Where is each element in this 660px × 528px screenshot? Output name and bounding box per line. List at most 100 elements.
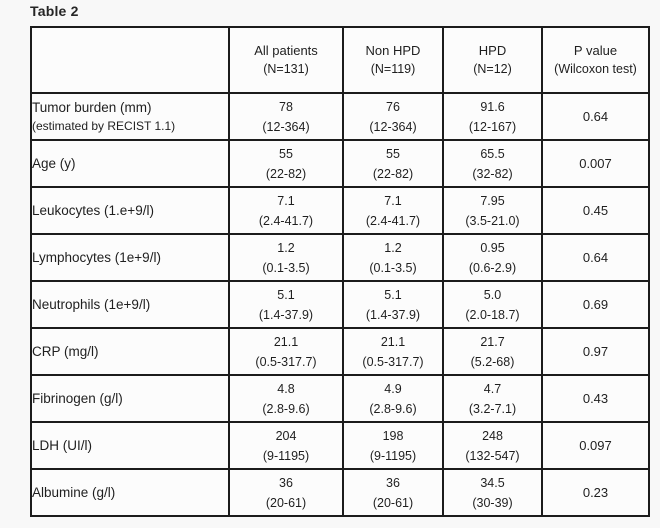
value-cell-all-patients: 204 (9-1195) — [228, 421, 344, 470]
row-label-cell: Albumine (g/l) — [30, 468, 230, 517]
value-cell-all-patients: 4.8 (2.8-9.6) — [228, 374, 344, 423]
row-label-cell: Lymphocytes (1e+9/l) — [30, 233, 230, 282]
p-value-cell: 0.64 — [541, 233, 650, 282]
range-value: (2.8-9.6) — [369, 401, 417, 416]
value-cell-non-hpd: 1.2 (0.1-3.5) — [342, 233, 444, 282]
range-value: (12-167) — [468, 119, 517, 134]
p-value-cell: 0.23 — [541, 468, 650, 517]
range-value: (1.4-37.9) — [365, 307, 421, 322]
table-row-fibrinogen: Fibrinogen (g/l) 4.8 (2.8-9.6) 4.9 (2.8-… — [30, 374, 650, 423]
value-cell-all-patients: 21.1 (0.5-317.7) — [228, 327, 344, 376]
value-cell-non-hpd: 5.1 (1.4-37.9) — [342, 280, 444, 329]
range-value: (20-61) — [265, 495, 307, 510]
median-value: 7.95 — [480, 193, 505, 208]
range-value: (20-61) — [372, 495, 414, 510]
value-cell-hpd: 21.7 (5.2-68) — [442, 327, 543, 376]
row-label: Neutrophils (1e+9/l) — [32, 296, 151, 312]
range-value: (0.6-2.9) — [468, 260, 517, 275]
range-value: (2.4-41.7) — [365, 213, 421, 228]
value-cell-non-hpd: 55 (22-82) — [342, 139, 444, 188]
p-value-cell: 0.69 — [541, 280, 650, 329]
range-value: (12-364) — [369, 119, 417, 134]
range-value: (32-82) — [472, 166, 513, 181]
value-cell-hpd: 65.5 (32-82) — [442, 139, 543, 188]
column-label: All patients — [254, 43, 318, 58]
range-value: (1.4-37.9) — [258, 307, 314, 322]
column-label: HPD — [478, 43, 507, 58]
p-value-cell: 0.097 — [541, 421, 650, 470]
row-label-cell: CRP (mg/l) — [30, 327, 230, 376]
median-value: 76 — [386, 99, 400, 114]
median-value: 4.7 — [483, 381, 502, 396]
row-label: Age (y) — [32, 155, 76, 171]
range-value: (2.4-41.7) — [258, 213, 314, 228]
median-value: 21.1 — [273, 334, 299, 349]
range-value: (0.1-3.5) — [262, 260, 310, 275]
median-value: 34.5 — [480, 475, 505, 490]
table-row-ldh: LDH (UI/l) 204 (9-1195) 198 (9-1195) 248… — [30, 421, 650, 470]
range-value: (2.0-18.7) — [465, 307, 520, 322]
median-value: 5.0 — [483, 287, 502, 302]
value-cell-non-hpd: 36 (20-61) — [342, 468, 444, 517]
median-value: 36 — [279, 475, 293, 490]
table-row-tumor-burden: Tumor burden (mm) (estimated by RECIST 1… — [30, 92, 650, 141]
column-label: Non HPD — [365, 43, 421, 58]
row-label: CRP (mg/l) — [32, 343, 99, 359]
value-cell-non-hpd: 198 (9-1195) — [342, 421, 444, 470]
column-header-non-hpd: Non HPD (N=119) — [342, 26, 444, 94]
row-label: Albumine (g/l) — [32, 484, 116, 500]
row-label-cell: Age (y) — [30, 139, 230, 188]
row-label-cell: Tumor burden (mm) (estimated by RECIST 1… — [30, 92, 230, 141]
statistics-table: All patients (N=131) Non HPD (N=119) HPD… — [30, 26, 650, 517]
column-header-hpd: HPD (N=12) — [442, 26, 543, 94]
median-value: 65.5 — [480, 146, 505, 161]
range-value: (5.2-68) — [470, 354, 515, 369]
median-value: 78 — [279, 99, 293, 114]
p-value-cell: 0.43 — [541, 374, 650, 423]
range-value: (9-1195) — [262, 448, 310, 463]
range-value: (0.1-3.5) — [369, 260, 417, 275]
median-value: 7.1 — [277, 193, 295, 208]
median-value: 7.1 — [384, 193, 402, 208]
range-value: (0.5-317.7) — [255, 354, 317, 369]
corner-empty-cell — [30, 26, 230, 94]
p-value-cell: 0.64 — [541, 92, 650, 141]
p-value-cell: 0.45 — [541, 186, 650, 235]
table-row-neutrophils: Neutrophils (1e+9/l) 5.1 (1.4-37.9) 5.1 … — [30, 280, 650, 329]
column-n: (N=12) — [473, 62, 512, 76]
range-value: (12-364) — [262, 119, 310, 134]
value-cell-hpd: 4.7 (3.2-7.1) — [442, 374, 543, 423]
p-value-cell: 0.007 — [541, 139, 650, 188]
range-value: (22-82) — [265, 166, 307, 181]
median-value: 21.1 — [380, 334, 406, 349]
row-label: Fibrinogen (g/l) — [32, 390, 123, 406]
column-header-all-patients: All patients (N=131) — [228, 26, 344, 94]
table-row-leukocytes: Leukocytes (1.e+9/l) 7.1 (2.4-41.7) 7.1 … — [30, 186, 650, 235]
row-label: Lymphocytes (1e+9/l) — [32, 249, 161, 265]
median-value: 91.6 — [480, 99, 505, 114]
range-value: (0.5-317.7) — [362, 354, 424, 369]
value-cell-hpd: 7.95 (3.5-21.0) — [442, 186, 543, 235]
value-cell-all-patients: 1.2 (0.1-3.5) — [228, 233, 344, 282]
table-row-age: Age (y) 55 (22-82) 55 (22-82) 65.5 (32-8… — [30, 139, 650, 188]
median-value: 198 — [382, 428, 404, 443]
row-sublabel: (estimated by RECIST 1.1) — [32, 118, 176, 133]
row-label: Leukocytes (1.e+9/l) — [32, 202, 154, 218]
row-label-cell: LDH (UI/l) — [30, 421, 230, 470]
median-value: 1.2 — [277, 240, 295, 255]
row-label-cell: Neutrophils (1e+9/l) — [30, 280, 230, 329]
median-value: 4.9 — [384, 381, 402, 396]
median-value: 204 — [275, 428, 297, 443]
value-cell-non-hpd: 4.9 (2.8-9.6) — [342, 374, 444, 423]
row-label-cell: Fibrinogen (g/l) — [30, 374, 230, 423]
header-row: All patients (N=131) Non HPD (N=119) HPD… — [30, 26, 650, 94]
column-n: (N=119) — [370, 62, 416, 76]
row-label-cell: Leukocytes (1.e+9/l) — [30, 186, 230, 235]
median-value: 248 — [482, 428, 503, 443]
p-value-cell: 0.97 — [541, 327, 650, 376]
value-cell-all-patients: 55 (22-82) — [228, 139, 344, 188]
value-cell-non-hpd: 76 (12-364) — [342, 92, 444, 141]
table-row-crp: CRP (mg/l) 21.1 (0.5-317.7) 21.1 (0.5-31… — [30, 327, 650, 376]
table-row-albumine: Albumine (g/l) 36 (20-61) 36 (20-61) 34.… — [30, 468, 650, 517]
value-cell-all-patients: 78 (12-364) — [228, 92, 344, 141]
